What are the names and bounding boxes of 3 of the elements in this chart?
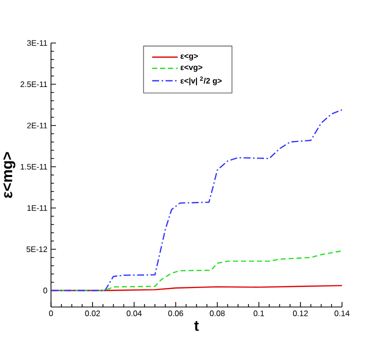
x-axis-title: t	[194, 321, 199, 331]
y-axis-title: ε<mg>	[3, 152, 16, 198]
line-series	[50, 109, 343, 292]
